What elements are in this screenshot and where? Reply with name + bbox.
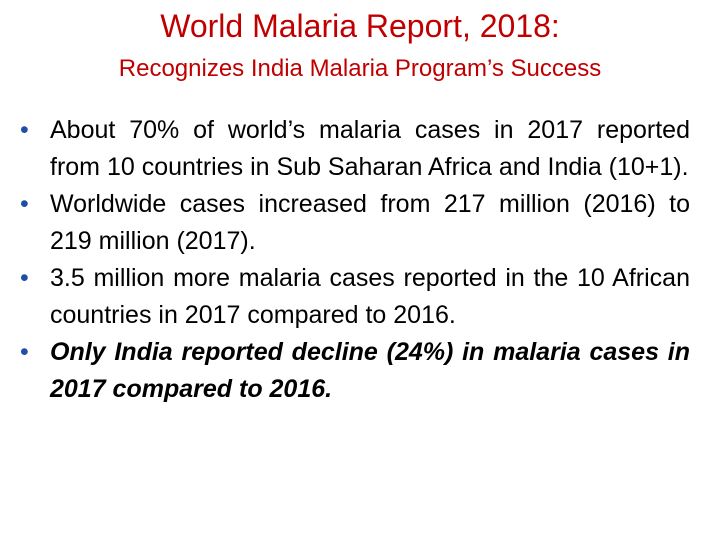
bullet-text: Worldwide cases increased from 217 milli…	[50, 190, 690, 255]
slide-subtitle: Recognizes India Malaria Program’s Succe…	[118, 55, 602, 82]
bullet-item-emphasized: • Only India reported decline (24%) in m…	[20, 334, 690, 408]
bullet-icon: •	[20, 264, 29, 292]
bullet-item: • Worldwide cases increased from 217 mil…	[20, 186, 690, 260]
bullet-text: 3.5 million more malaria cases reported …	[50, 264, 690, 329]
bullet-list: • About 70% of world’s malaria cases in …	[20, 112, 690, 408]
bullet-icon: •	[20, 338, 29, 366]
bullet-icon: •	[20, 190, 29, 218]
bullet-item: • 3.5 million more malaria cases reporte…	[20, 260, 690, 334]
bullet-icon: •	[20, 116, 29, 144]
bullet-item: • About 70% of world’s malaria cases in …	[20, 112, 690, 186]
slide-title: World Malaria Report, 2018:	[160, 8, 560, 44]
bullet-text: Only India reported decline (24%) in mal…	[50, 338, 690, 403]
bullet-text: About 70% of world’s malaria cases in 20…	[50, 116, 690, 181]
